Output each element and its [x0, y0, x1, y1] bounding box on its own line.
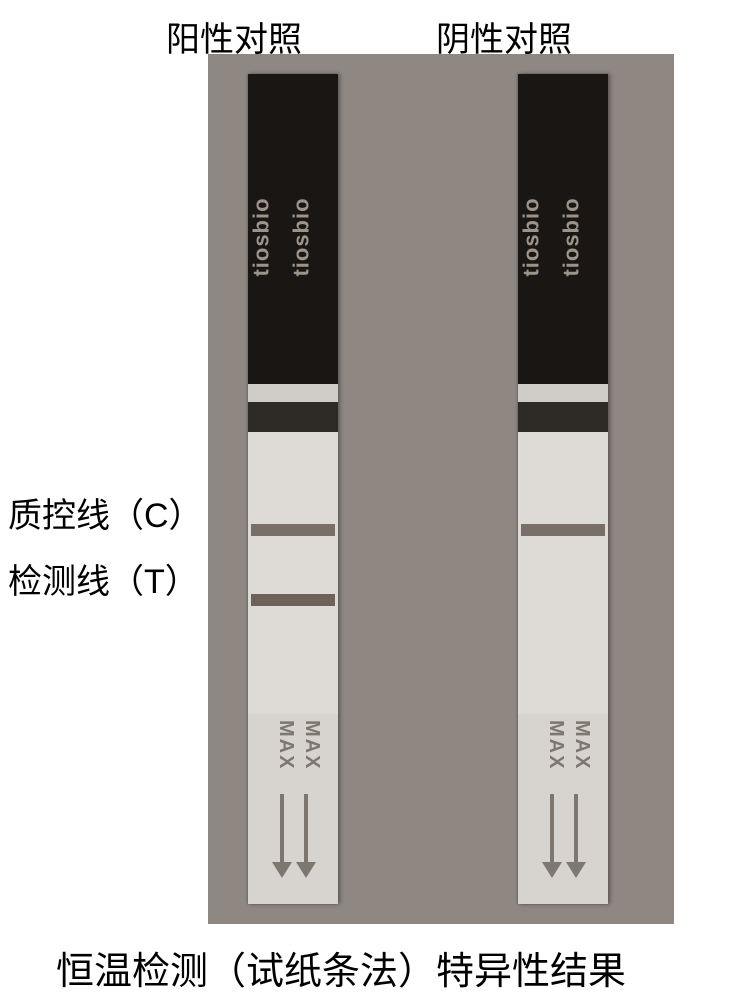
test-line: [251, 594, 335, 606]
strip-negative-top: tiosbio tiosbio: [518, 74, 608, 384]
arrow-icon: [550, 794, 554, 864]
control-line: [251, 524, 335, 536]
strip-positive-top: tiosbio tiosbio: [248, 74, 338, 384]
arrow-icon: [280, 794, 284, 864]
brand-logo-icon: tiosbio: [519, 197, 545, 276]
arrow-icon: [574, 794, 578, 864]
max-text: MAX: [300, 720, 323, 770]
strip-darkband: [248, 402, 338, 432]
brand-logo-icon: tiosbio: [559, 197, 585, 276]
arrow-head-icon: [542, 862, 562, 878]
brand-logo-icon: tiosbio: [249, 197, 275, 276]
max-text: MAX: [544, 720, 567, 770]
brand-logo-icon: tiosbio: [289, 197, 315, 276]
strip-gap: [518, 384, 608, 402]
control-line: [521, 524, 605, 536]
max-text: MAX: [570, 720, 593, 770]
figure-caption: 恒温检测（试纸条法）特异性结果: [56, 940, 626, 995]
label-control-line: 质控线（C）: [8, 488, 203, 537]
arrow-head-icon: [296, 862, 316, 878]
strip-negative: tiosbio tiosbio MAX MAX: [518, 74, 608, 904]
sample-pad: MAX MAX: [248, 714, 338, 904]
arrow-head-icon: [566, 862, 586, 878]
strip-darkband: [518, 402, 608, 432]
strip-positive: tiosbio tiosbio MAX MAX: [248, 74, 338, 904]
max-text: MAX: [274, 720, 297, 770]
figure-root: 阳性对照 阴性对照 质控线（C） 检测线（T） tiosbio tiosbio …: [0, 0, 749, 1000]
sample-pad: MAX MAX: [518, 714, 608, 904]
strip-gap: [248, 384, 338, 402]
label-test-line: 检测线（T）: [8, 554, 199, 603]
arrow-icon: [304, 794, 308, 864]
arrow-head-icon: [272, 862, 292, 878]
